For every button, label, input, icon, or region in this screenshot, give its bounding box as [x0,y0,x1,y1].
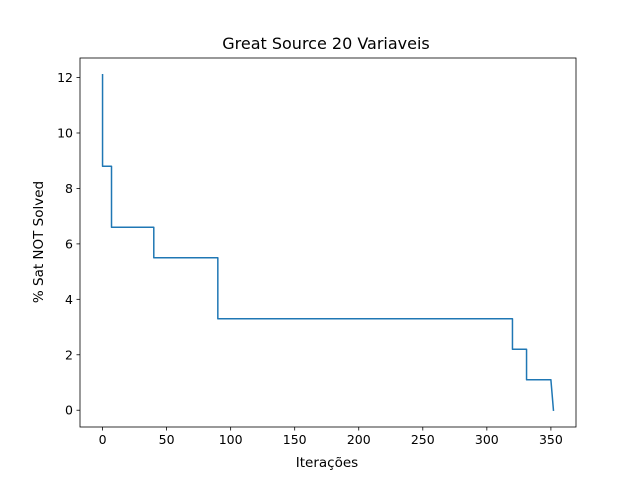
x-tick-label: 150 [283,432,307,447]
x-tick-label: 100 [219,432,243,447]
chart-title: Great Source 20 Variaveis [222,34,430,53]
y-tick-label: 8 [65,181,73,196]
plot-frame [79,57,577,428]
y-tick-label: 2 [65,347,73,362]
x-tick-label: 200 [347,432,371,447]
x-tick-label: 50 [159,432,175,447]
series-line-0 [101,74,555,412]
y-tick-label: 0 [65,403,73,418]
x-tick-label: 300 [475,432,499,447]
x-tick-label: 250 [411,432,435,447]
y-tick-label: 12 [57,70,73,85]
y-axis-label: % Sat NOT Solved [31,181,47,303]
plot-area: 0 50 100 150 200 250 300 350 0 2 4 6 8 10 12 [57,57,577,447]
x-tick-label: 0 [99,432,107,447]
y-tick-label: 4 [65,292,73,307]
x-tick-label: 350 [539,432,563,447]
y-tick-label: 6 [65,236,73,251]
y-tick-label: 10 [57,125,73,140]
x-axis-label: Iterações [296,455,358,471]
